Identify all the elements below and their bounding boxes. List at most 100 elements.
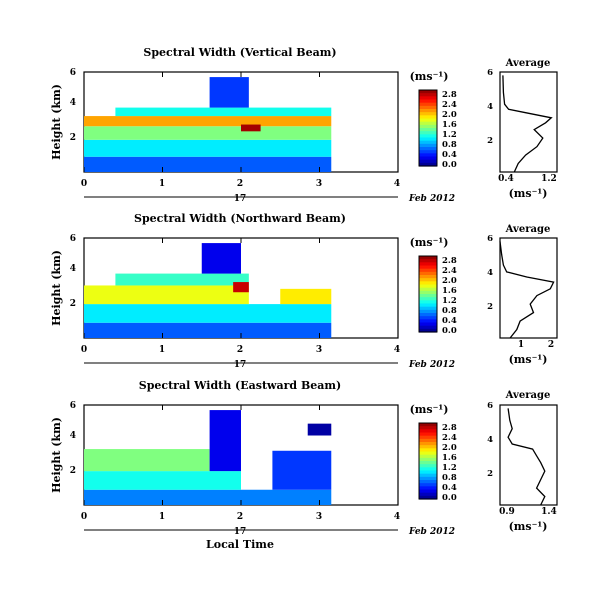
colorbar-swatch — [419, 445, 437, 449]
colorbar-swatch — [419, 470, 437, 475]
colorbar-swatch — [419, 483, 437, 487]
y-tick-labels: 6 4 2 — [70, 234, 76, 309]
x-tick-label: 1 — [159, 345, 165, 355]
y-tick-label: 2 — [70, 299, 76, 309]
colorbar-swatch — [419, 287, 437, 292]
colorbar-tick-label: 2.4 — [442, 433, 457, 443]
y-tick-labels: 6 4 2 — [70, 68, 76, 143]
panel-eastward-beam: Spectral Width (Eastward Beam) Height (k… — [50, 379, 558, 537]
heatmap-cell — [201, 243, 241, 274]
colorbar-swatch — [419, 93, 437, 97]
average-title: Average — [505, 58, 551, 69]
heatmap-cells — [83, 238, 399, 338]
colorbar-swatch — [419, 480, 437, 484]
y-tick-label: 6 — [70, 234, 76, 244]
colorbar-swatch — [419, 281, 437, 286]
colorbar-swatch — [419, 278, 437, 282]
avg-y-tick-label: 4 — [487, 435, 493, 445]
colorbar-swatch — [419, 115, 437, 120]
colorbar-swatch — [419, 300, 437, 305]
average-profile — [499, 241, 555, 339]
average-profile-line — [507, 408, 546, 506]
colorbar-swatch — [419, 294, 437, 298]
day-label: 17 — [234, 527, 247, 537]
colorbar-tick-label: 2.4 — [442, 266, 457, 276]
colorbar-swatch — [419, 102, 437, 107]
colorbar-swatch — [419, 461, 437, 465]
heatmap-cell — [115, 273, 249, 286]
heatmap-cell — [84, 322, 332, 338]
avg-y-tick-label: 2 — [487, 302, 493, 312]
heatmap-cell — [241, 124, 261, 132]
colorbar-tick-label: 2.0 — [442, 276, 457, 286]
colorbar-swatch — [419, 99, 437, 104]
colorbar-swatch — [419, 438, 437, 443]
colorbar-swatch — [419, 432, 437, 437]
panel-vertical-beam: Spectral Width (Vertical Beam) Height (k… — [50, 46, 558, 204]
colorbar-tick-label: 1.2 — [442, 463, 457, 473]
avg-x-tick-label: 0.9 — [499, 507, 515, 517]
colorbar-swatch — [419, 275, 437, 279]
colorbar-tick-label: 0.8 — [442, 473, 457, 483]
colorbar-swatch — [419, 105, 437, 110]
day-label: 17 — [234, 194, 247, 204]
colorbar-swatch — [419, 256, 437, 260]
date-label: Feb 2012 — [408, 194, 455, 204]
avg-y-tick-label: 4 — [487, 268, 493, 278]
colorbar-swatch — [419, 495, 437, 500]
avg-x-tick-label: 1.4 — [541, 507, 557, 517]
colorbar-tick-label: 2.0 — [442, 443, 457, 453]
colorbar-swatch — [419, 96, 437, 101]
colorbar-frame — [418, 255, 438, 333]
average-profile-line — [499, 241, 555, 339]
colorbar-swatch — [419, 492, 437, 497]
x-tick-label: 2 — [237, 512, 243, 522]
colorbar-swatch — [419, 290, 437, 295]
avg-x-tick-label: 1 — [518, 340, 524, 350]
avg-x-tick-label: 2 — [548, 340, 554, 350]
day-label: 17 — [234, 360, 247, 370]
avg-x-tick-label: 1.2 — [541, 174, 557, 184]
heatmap-cell — [84, 471, 241, 490]
colorbar-swatch — [419, 112, 437, 116]
y-tick-label: 6 — [70, 401, 76, 411]
colorbar-swatch — [419, 454, 437, 459]
x-tick-label: 0 — [81, 345, 87, 355]
colorbar-swatch — [419, 457, 437, 462]
y-tick-label: 2 — [70, 466, 76, 476]
colorbar-swatch — [419, 284, 437, 289]
colorbar-tick-label: 0.4 — [442, 483, 457, 493]
heatmap-cell — [209, 77, 249, 108]
colorbar-tick-label: 0.4 — [442, 316, 457, 326]
colorbar-tick-label: 0.8 — [442, 140, 457, 150]
average-unit: (ms⁻¹) — [509, 520, 548, 533]
colorbar-swatch — [419, 134, 437, 139]
colorbar-swatch — [419, 271, 437, 276]
colorbar-swatch — [419, 426, 437, 430]
colorbar-swatch — [419, 109, 437, 113]
heatmap-cell — [84, 304, 332, 323]
colorbar-swatch — [419, 262, 437, 267]
colorbar-swatch — [419, 451, 437, 456]
y-tick-label: 6 — [70, 68, 76, 78]
colorbar-tick-label: 0.8 — [442, 306, 457, 316]
x-tick-label: 0 — [81, 512, 87, 522]
colorbar-tick-label: 0.0 — [442, 160, 457, 170]
panel-northward-beam: Spectral Width (Northward Beam) Height (… — [50, 212, 558, 370]
x-tick-label: 1 — [159, 179, 165, 189]
y-tick-labels: 6 4 2 — [70, 401, 76, 476]
colorbar-tick-labels: 2.8 2.4 2.0 1.6 1.2 0.8 0.4 0.0 — [442, 423, 457, 503]
panel-title: Spectral Width (Vertical Beam) — [143, 46, 336, 59]
heatmap-cell — [233, 282, 249, 293]
heatmap-cell — [84, 449, 210, 472]
colorbar-swatch — [419, 121, 437, 126]
colorbar-tick-labels: 2.8 2.4 2.0 1.6 1.2 0.8 0.4 0.0 — [442, 256, 457, 336]
colorbar-swatch — [419, 162, 437, 167]
colorbar-swatch — [419, 90, 437, 94]
y-axis-label: Height (km) — [50, 417, 63, 493]
average-frame — [499, 404, 558, 506]
colorbar-frame — [418, 422, 438, 500]
colorbar-tick-label: 1.2 — [442, 130, 457, 140]
x-tick-labels: 0 1 2 3 4 — [81, 512, 400, 522]
